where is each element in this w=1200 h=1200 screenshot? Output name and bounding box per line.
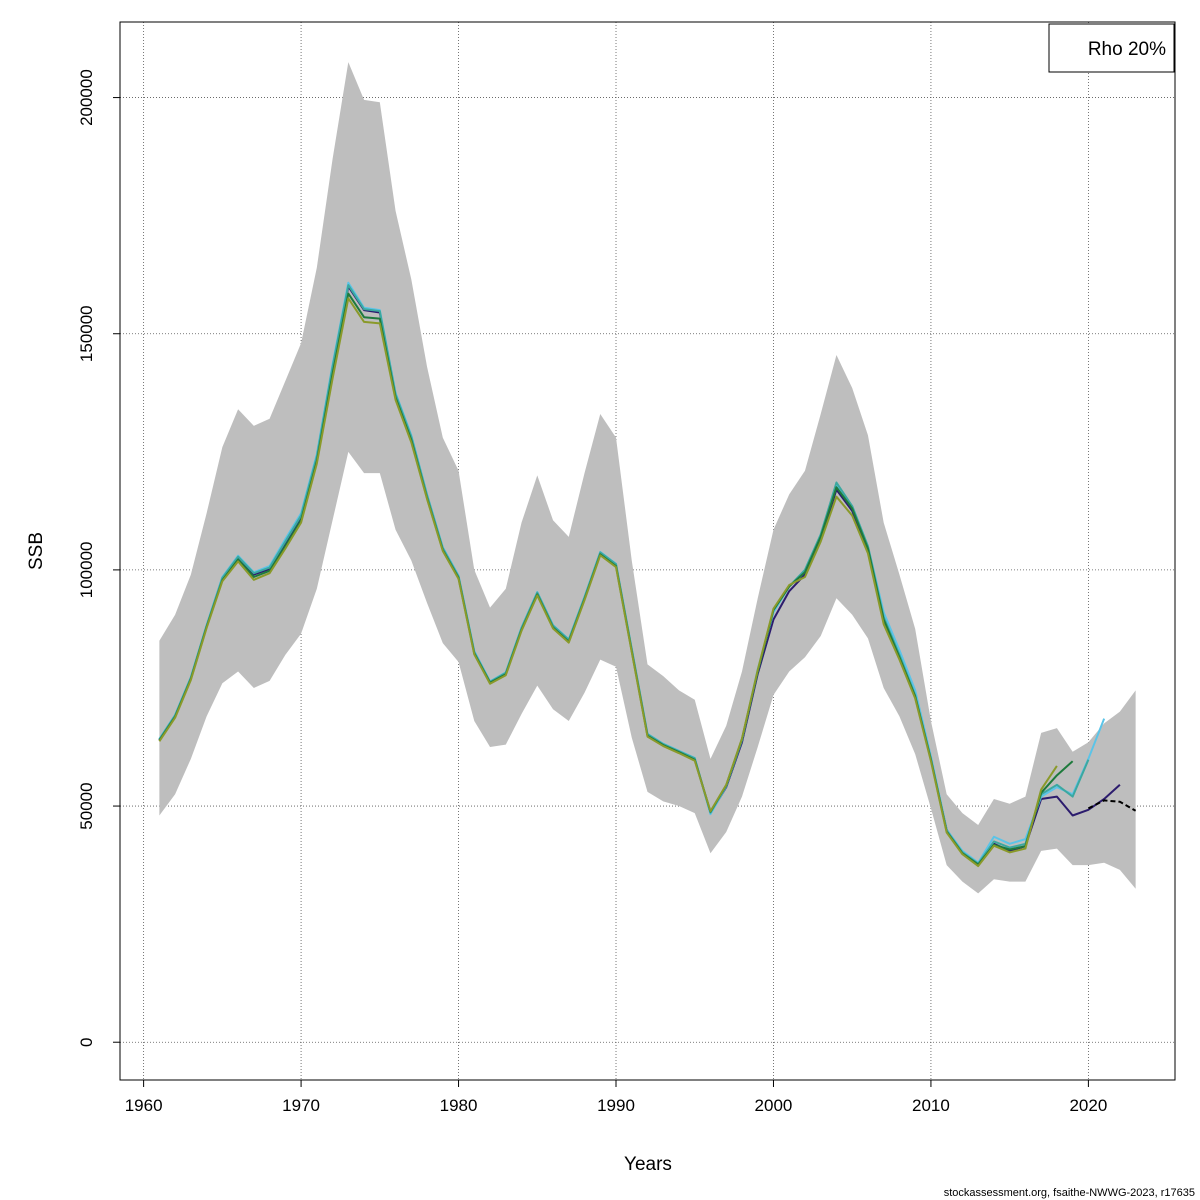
x-axis-title: Years	[624, 1154, 672, 1175]
series-layer	[158, 281, 1137, 868]
confidence-band-layer	[159, 62, 1136, 894]
x-axis: 1960 1970 1980 1990 2000 2010 2020	[125, 1079, 1107, 1115]
y-tick-label: 0	[77, 1037, 96, 1046]
footer-credit: stockassessment.org, fsaithe-NWWG-2023, …	[944, 1187, 1195, 1199]
legend-entry: Rho 20%	[1088, 39, 1166, 60]
y-axis: 0 50000 100000 150000 200000	[77, 69, 121, 1047]
series-line	[158, 297, 1058, 868]
x-tick-label: 1990	[597, 1096, 635, 1115]
x-tick-label: 2020	[1069, 1096, 1107, 1115]
legend-box	[1048, 23, 1175, 73]
y-tick-label: 100000	[77, 542, 96, 599]
x-tick-label: 1980	[440, 1096, 478, 1115]
y-axis-title: SSB	[26, 532, 47, 570]
x-tick-label: 2010	[912, 1096, 950, 1115]
y-tick-label: 50000	[77, 782, 96, 829]
legend: Rho 20%	[1048, 23, 1175, 73]
x-tick-label: 1960	[125, 1096, 163, 1115]
series-line	[1087, 799, 1137, 812]
y-tick-label: 200000	[77, 69, 96, 126]
confidence-band	[159, 62, 1136, 894]
x-tick-label: 1970	[282, 1096, 320, 1115]
x-tick-label: 2000	[755, 1096, 793, 1115]
y-tick-label: 150000	[77, 305, 96, 362]
